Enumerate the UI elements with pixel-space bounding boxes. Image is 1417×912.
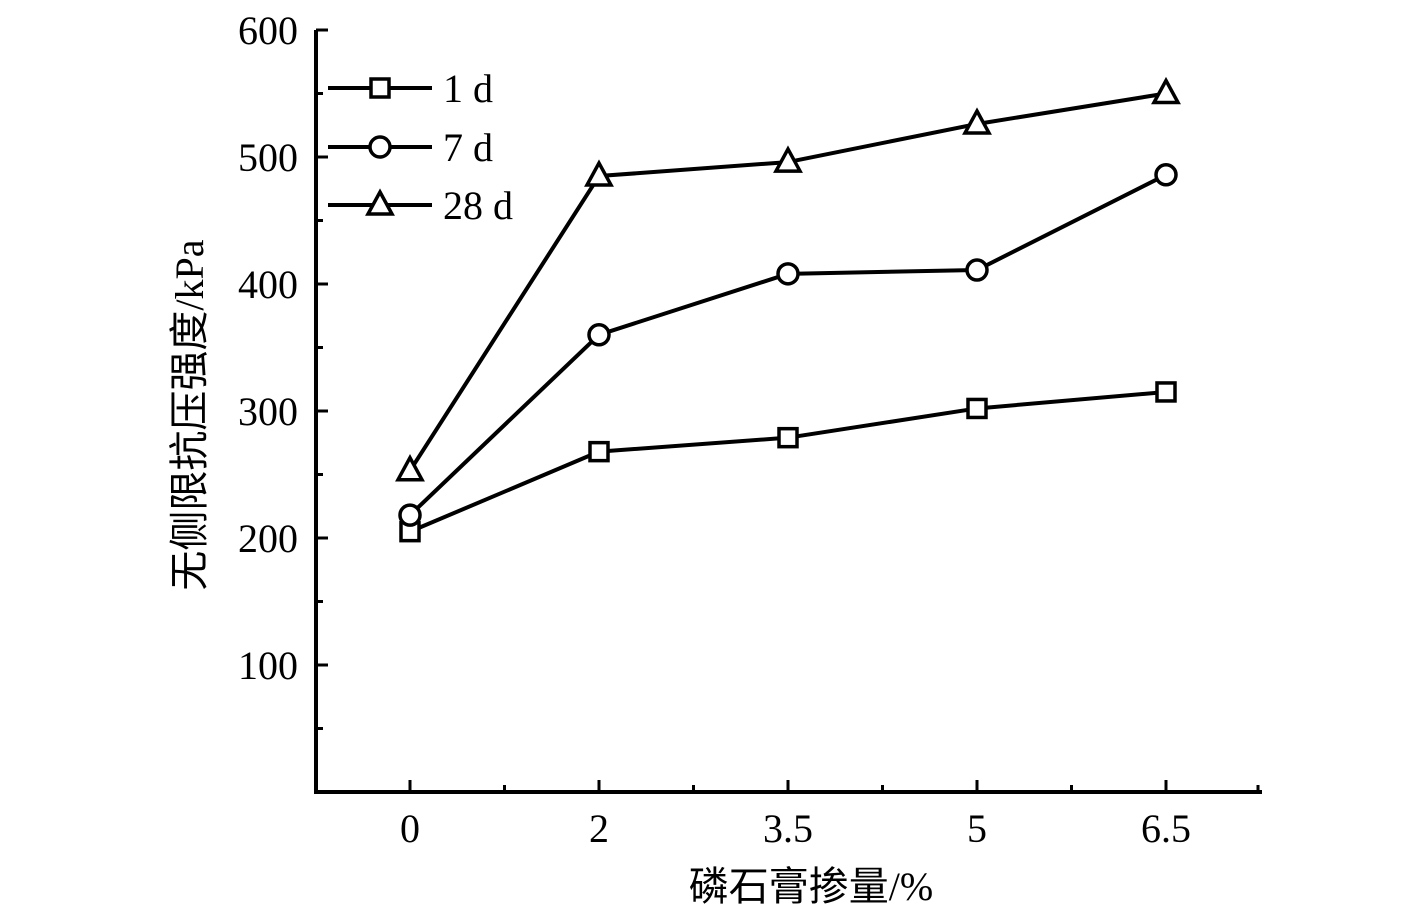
y-axis-title: 无侧限抗压强度/kPa (167, 239, 212, 590)
legend-marker (369, 77, 391, 99)
y-tick-label: 400 (238, 262, 298, 307)
legend-label: 1 d (443, 66, 493, 111)
x-tick-label: 0 (400, 806, 420, 851)
data-point (966, 397, 988, 420)
data-point (398, 503, 422, 527)
legend-item: 7 d (328, 125, 493, 170)
data-point (587, 323, 611, 347)
x-tick-label: 2 (589, 806, 609, 851)
data-point (776, 262, 800, 286)
x-axis-title: 磷石膏掺量/% (689, 864, 933, 909)
series-layer (395, 76, 1181, 543)
series-circle (398, 163, 1178, 527)
data-point (395, 454, 425, 482)
y-tick-label: 500 (238, 135, 298, 180)
x-tick-label: 3.5 (763, 806, 813, 851)
legend-marker (365, 188, 395, 216)
x-ticks: 0 2 3.5 5 6.5 (400, 780, 1260, 851)
series-line (409, 389, 1167, 534)
data-point (1155, 381, 1177, 403)
data-point (962, 107, 992, 135)
legend: 1 d 7 d 28 d (328, 66, 513, 228)
y-tick-label: 600 (238, 8, 298, 53)
data-point (773, 145, 803, 173)
legend-item: 28 d (328, 183, 513, 228)
y-tick-label: 100 (238, 643, 298, 688)
legend-item: 1 d (328, 66, 493, 111)
series-line (408, 172, 1167, 517)
y-tick-label: 200 (238, 516, 298, 561)
data-point (1151, 76, 1181, 105)
legend-marker (368, 135, 392, 159)
series-square (399, 381, 1177, 543)
y-ticks: 100 200 300 400 500 600 (238, 8, 328, 730)
legend-label: 7 d (443, 125, 493, 170)
x-tick-label: 6.5 (1141, 806, 1191, 851)
data-point (584, 159, 614, 187)
data-point (588, 440, 610, 463)
data-point (777, 426, 799, 449)
y-tick-label: 300 (238, 389, 298, 434)
data-point (965, 258, 989, 282)
series-triangle (395, 76, 1181, 482)
legend-label: 28 d (443, 183, 513, 228)
data-point (1154, 163, 1178, 187)
x-tick-label: 5 (967, 806, 987, 851)
